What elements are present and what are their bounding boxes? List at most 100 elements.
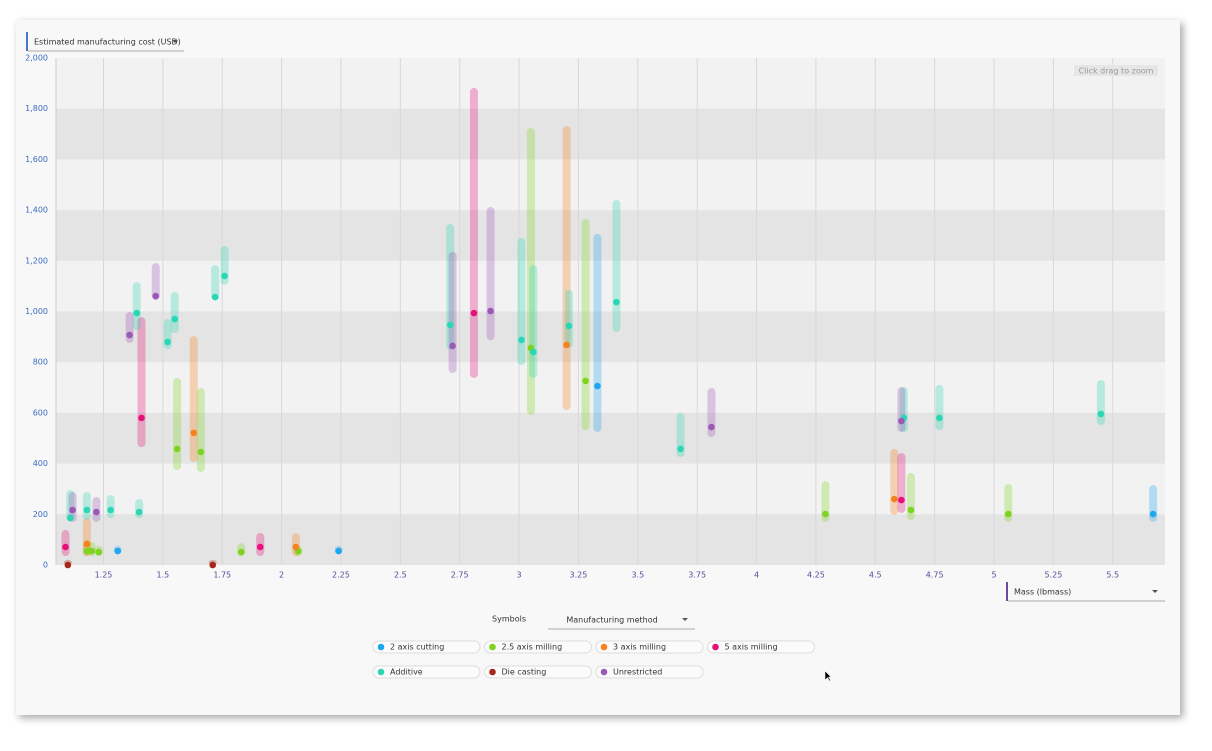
point xyxy=(133,309,141,317)
range-bar xyxy=(890,448,899,516)
point xyxy=(563,341,570,349)
point xyxy=(1149,510,1157,518)
range-bar xyxy=(82,518,91,557)
point xyxy=(95,548,103,556)
point xyxy=(83,547,91,555)
y-tick-label: 1,000 xyxy=(25,307,48,316)
legend-pill xyxy=(484,665,592,679)
y-dropdown-accent xyxy=(26,32,28,51)
point xyxy=(173,445,181,453)
x-dropdown-label: Mass (lbmass) xyxy=(1014,588,1071,597)
range-bar xyxy=(897,387,906,432)
x-tick-label: 2.25 xyxy=(332,571,350,580)
x-tick-label: 2.75 xyxy=(451,571,469,580)
legend-item[interactable]: Die casting xyxy=(484,665,592,679)
range-bar xyxy=(106,495,115,519)
range-bar xyxy=(61,530,70,557)
x-tick-label: 5.25 xyxy=(1044,571,1062,580)
legend-item[interactable]: 2 axis cutting xyxy=(372,640,481,654)
x-tick-label: 1.75 xyxy=(213,571,231,580)
legend-pill xyxy=(595,640,704,654)
x-tick-label: 3.75 xyxy=(688,571,706,580)
point xyxy=(152,292,160,300)
point xyxy=(64,561,72,569)
point xyxy=(164,338,171,346)
grid-band xyxy=(56,108,1165,160)
symbols-dropdown-label: Manufacturing method xyxy=(566,616,657,625)
point xyxy=(69,506,76,514)
legend-pill xyxy=(595,665,704,679)
y-tick-label: 0 xyxy=(43,561,48,570)
zoom-hint-box xyxy=(1074,65,1158,76)
point xyxy=(66,514,74,522)
legend-item[interactable]: Additive xyxy=(372,665,481,679)
y-tick-label: 1,200 xyxy=(25,256,48,265)
plot-area: 0 200 400 600 800 1,000 1,200 1,400 1,600 1,800 2,… xyxy=(25,54,1165,580)
y-dropdown[interactable] xyxy=(26,32,184,51)
x-dropdown[interactable] xyxy=(1006,582,1165,601)
zoom-hint: Click drag to zoom xyxy=(1079,67,1154,76)
point xyxy=(1004,510,1012,518)
point xyxy=(898,496,905,504)
point xyxy=(335,547,342,555)
legend-label: 2 axis cutting xyxy=(390,643,444,652)
point xyxy=(822,510,829,518)
point xyxy=(677,445,684,453)
range-bar xyxy=(448,251,457,374)
legend-swatch xyxy=(489,643,496,651)
point xyxy=(446,321,454,329)
point xyxy=(83,506,91,514)
legend-pill xyxy=(707,640,815,654)
dropdown-arrow xyxy=(1152,590,1158,593)
range-bar xyxy=(593,233,602,432)
cursor xyxy=(824,670,832,682)
point xyxy=(114,547,122,555)
legend-item[interactable]: 3 axis milling xyxy=(595,640,704,654)
legend-label: Additive xyxy=(390,668,423,677)
grid-band xyxy=(56,311,1165,363)
x-tick-label: 2 xyxy=(279,571,284,580)
point xyxy=(518,336,525,344)
point xyxy=(221,272,228,280)
range-bar xyxy=(935,385,944,431)
point xyxy=(209,561,217,569)
x-tick-label: 1.25 xyxy=(95,571,113,580)
dropdown-arrow xyxy=(682,618,688,621)
point xyxy=(907,506,915,514)
point xyxy=(565,322,573,330)
range-bar xyxy=(151,263,160,301)
dropdown-arrow xyxy=(172,40,178,43)
point xyxy=(470,309,478,317)
range-bar xyxy=(612,199,621,333)
point xyxy=(292,543,300,551)
range-bar xyxy=(564,289,573,349)
range-bar xyxy=(137,317,146,448)
symbols-dropdown[interactable] xyxy=(548,610,695,629)
point xyxy=(171,315,179,323)
legend-swatch xyxy=(600,668,608,676)
y-tick-label: 1,600 xyxy=(25,155,48,164)
legend-item[interactable]: Unrestricted xyxy=(595,665,704,679)
legend-item[interactable]: 5 axis milling xyxy=(707,640,815,654)
y-tick-label: 1,400 xyxy=(25,206,48,215)
point xyxy=(1097,410,1105,418)
point xyxy=(530,348,537,356)
y-tick-label: 400 xyxy=(33,459,48,468)
point xyxy=(62,543,69,551)
legend-label: 2.5 axis milling xyxy=(502,643,563,652)
point xyxy=(708,423,715,431)
point xyxy=(88,547,95,555)
legend-item[interactable]: 2.5 axis milling xyxy=(484,640,592,654)
point xyxy=(237,548,245,556)
point xyxy=(135,508,143,516)
range-bar xyxy=(469,87,478,378)
symbols-label: Symbols xyxy=(492,615,526,624)
range-bar xyxy=(446,224,455,351)
y-tick-label: 2,000 xyxy=(25,54,48,63)
point xyxy=(190,429,198,437)
x-tick-label: 4 xyxy=(754,571,759,580)
y-tick-label: 200 xyxy=(33,510,48,519)
point xyxy=(936,414,943,422)
point xyxy=(613,298,620,306)
point xyxy=(83,540,91,548)
